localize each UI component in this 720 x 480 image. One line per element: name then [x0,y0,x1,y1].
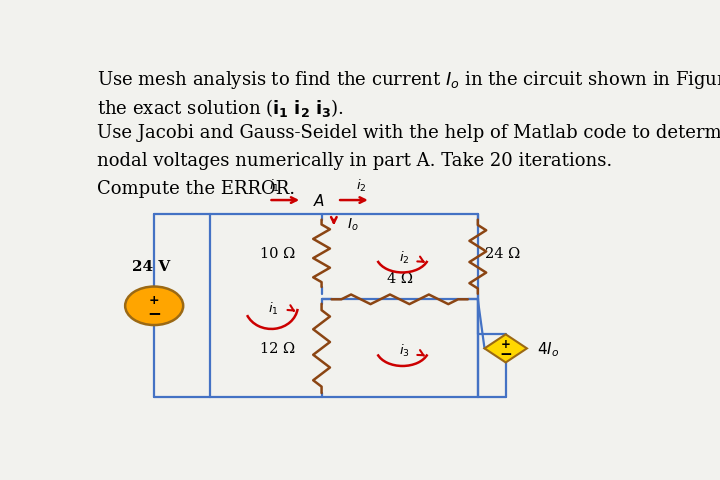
Text: +: + [149,293,160,306]
Polygon shape [485,335,527,363]
Text: 10 Ω: 10 Ω [259,247,294,261]
Text: Use mesh analysis to find the current $I_o$ in the circuit shown in Figure 1. Fi: Use mesh analysis to find the current $I… [96,69,720,91]
Text: 4 Ω: 4 Ω [387,272,413,286]
Text: $I_o$: $I_o$ [347,216,359,232]
Text: $i_1$: $i_1$ [269,177,279,193]
Text: the exact solution ($\mathbf{i_1}\ \mathbf{i_2}\ \mathbf{i_3}$).: the exact solution ($\mathbf{i_1}\ \math… [96,96,343,119]
Text: $i_1$: $i_1$ [268,300,279,316]
Text: Compute the ERROR.: Compute the ERROR. [96,180,294,198]
Text: $i_2$: $i_2$ [356,177,367,193]
Text: $i_3$: $i_3$ [399,342,410,359]
Text: −: − [500,347,512,361]
Text: $i_2$: $i_2$ [399,249,410,265]
Text: Use Jacobi and Gauss-Seidel with the help of Matlab code to determine the: Use Jacobi and Gauss-Seidel with the hel… [96,124,720,142]
Text: 24 Ω: 24 Ω [485,247,520,261]
Circle shape [125,287,183,325]
Text: nodal voltages numerically in part A. Take 20 iterations.: nodal voltages numerically in part A. Ta… [96,152,612,170]
Text: $4I_o$: $4I_o$ [537,339,559,358]
Text: 24 V: 24 V [132,260,171,274]
Text: 12 Ω: 12 Ω [260,342,294,356]
Text: $A$: $A$ [313,192,325,209]
Text: +: + [501,337,510,350]
Text: −: − [147,304,161,322]
